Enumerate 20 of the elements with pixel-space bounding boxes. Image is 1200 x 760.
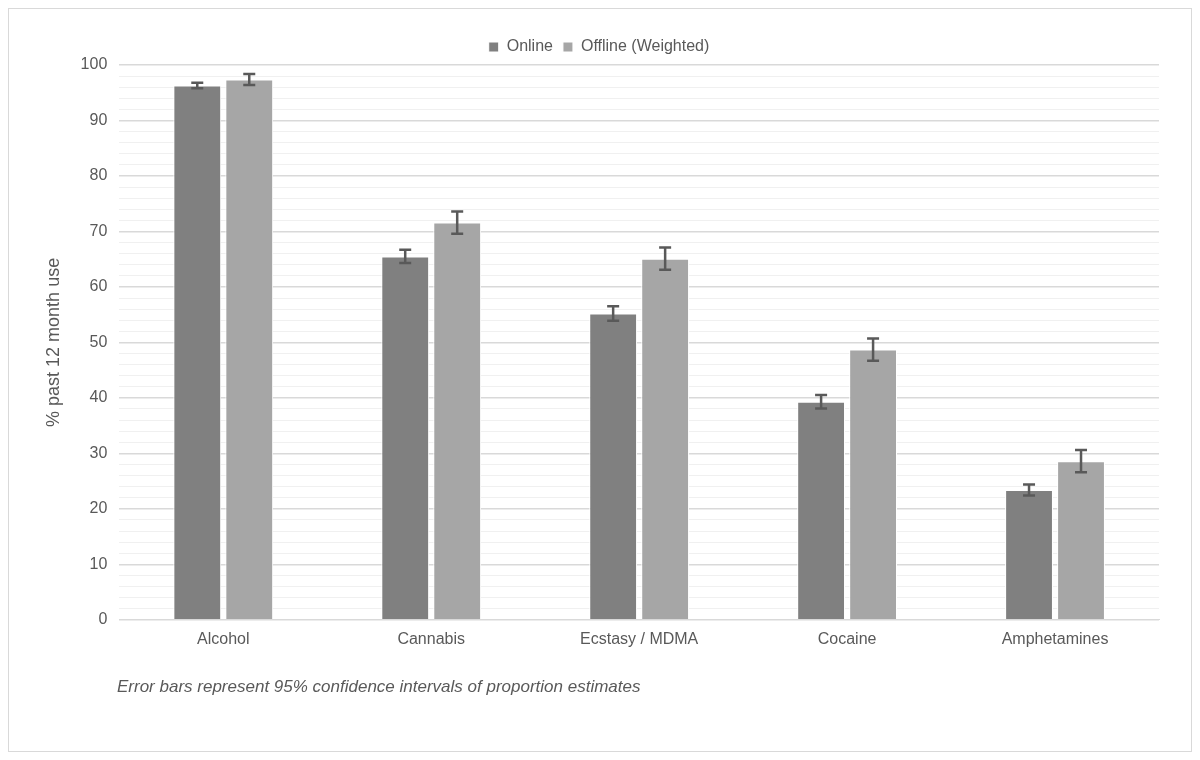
y-tick-label: 0 <box>98 610 108 628</box>
y-tick-label: 50 <box>89 332 108 350</box>
y-tick-label: 60 <box>89 277 108 295</box>
y-tick-label: 30 <box>89 443 108 461</box>
legend-label: Online <box>506 37 554 55</box>
legend-label: Offline (Weighted) <box>580 37 710 55</box>
y-tick-label: 80 <box>89 166 108 184</box>
y-tick-label: 40 <box>89 388 108 406</box>
x-tick-label: Amphetamines <box>1001 629 1109 647</box>
y-tick-label: 20 <box>89 499 108 517</box>
x-tick-label: Ecstasy / MDMA <box>580 629 699 647</box>
y-tick-label: 10 <box>89 554 108 572</box>
y-tick-label: 70 <box>89 221 108 239</box>
y-tick-label: 90 <box>89 110 108 128</box>
x-tick-label: Alcohol <box>197 629 250 647</box>
y-tick-label: 100 <box>80 55 108 73</box>
x-tick-label: Cocaine <box>817 629 877 647</box>
y-axis-title: % past 12 month use <box>42 257 63 427</box>
text: Error bars represent 95% confidence intervals of proportion estimates <box>117 677 642 697</box>
x-tick-label: Cannabis <box>397 629 466 647</box>
